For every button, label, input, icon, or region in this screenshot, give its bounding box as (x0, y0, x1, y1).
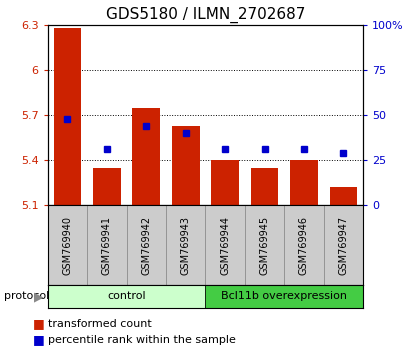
Bar (245, 205, 284, 285)
Text: GSM769945: GSM769945 (259, 216, 270, 275)
Text: ▶: ▶ (34, 290, 44, 303)
Text: GSM769943: GSM769943 (181, 216, 191, 275)
Bar (211, 160, 239, 205)
Text: ■: ■ (33, 318, 45, 330)
Bar (284, 205, 324, 285)
Bar (48, 205, 87, 285)
Bar (172, 126, 200, 205)
Bar (87, 205, 127, 285)
Bar (132, 108, 160, 205)
Text: GSM769942: GSM769942 (141, 216, 151, 275)
Bar (290, 160, 318, 205)
Text: control: control (107, 291, 146, 302)
Text: GSM769947: GSM769947 (338, 216, 349, 275)
Bar (251, 168, 278, 205)
Text: transformed count: transformed count (48, 319, 151, 329)
Text: GSM769940: GSM769940 (62, 216, 73, 275)
Text: GSM769941: GSM769941 (102, 216, 112, 275)
Bar (166, 205, 205, 285)
Title: GDS5180 / ILMN_2702687: GDS5180 / ILMN_2702687 (106, 7, 305, 23)
Text: GSM769946: GSM769946 (299, 216, 309, 275)
Bar (127, 205, 166, 285)
Text: ■: ■ (33, 333, 45, 346)
Bar (48, 285, 205, 308)
Bar (205, 205, 245, 285)
Bar (93, 168, 121, 205)
Bar (54, 28, 81, 205)
Text: GSM769944: GSM769944 (220, 216, 230, 275)
Bar (330, 187, 357, 205)
Text: percentile rank within the sample: percentile rank within the sample (48, 335, 236, 345)
Text: Bcl11b overexpression: Bcl11b overexpression (221, 291, 347, 302)
Bar (324, 205, 363, 285)
Bar (205, 285, 363, 308)
Text: protocol: protocol (4, 291, 49, 302)
